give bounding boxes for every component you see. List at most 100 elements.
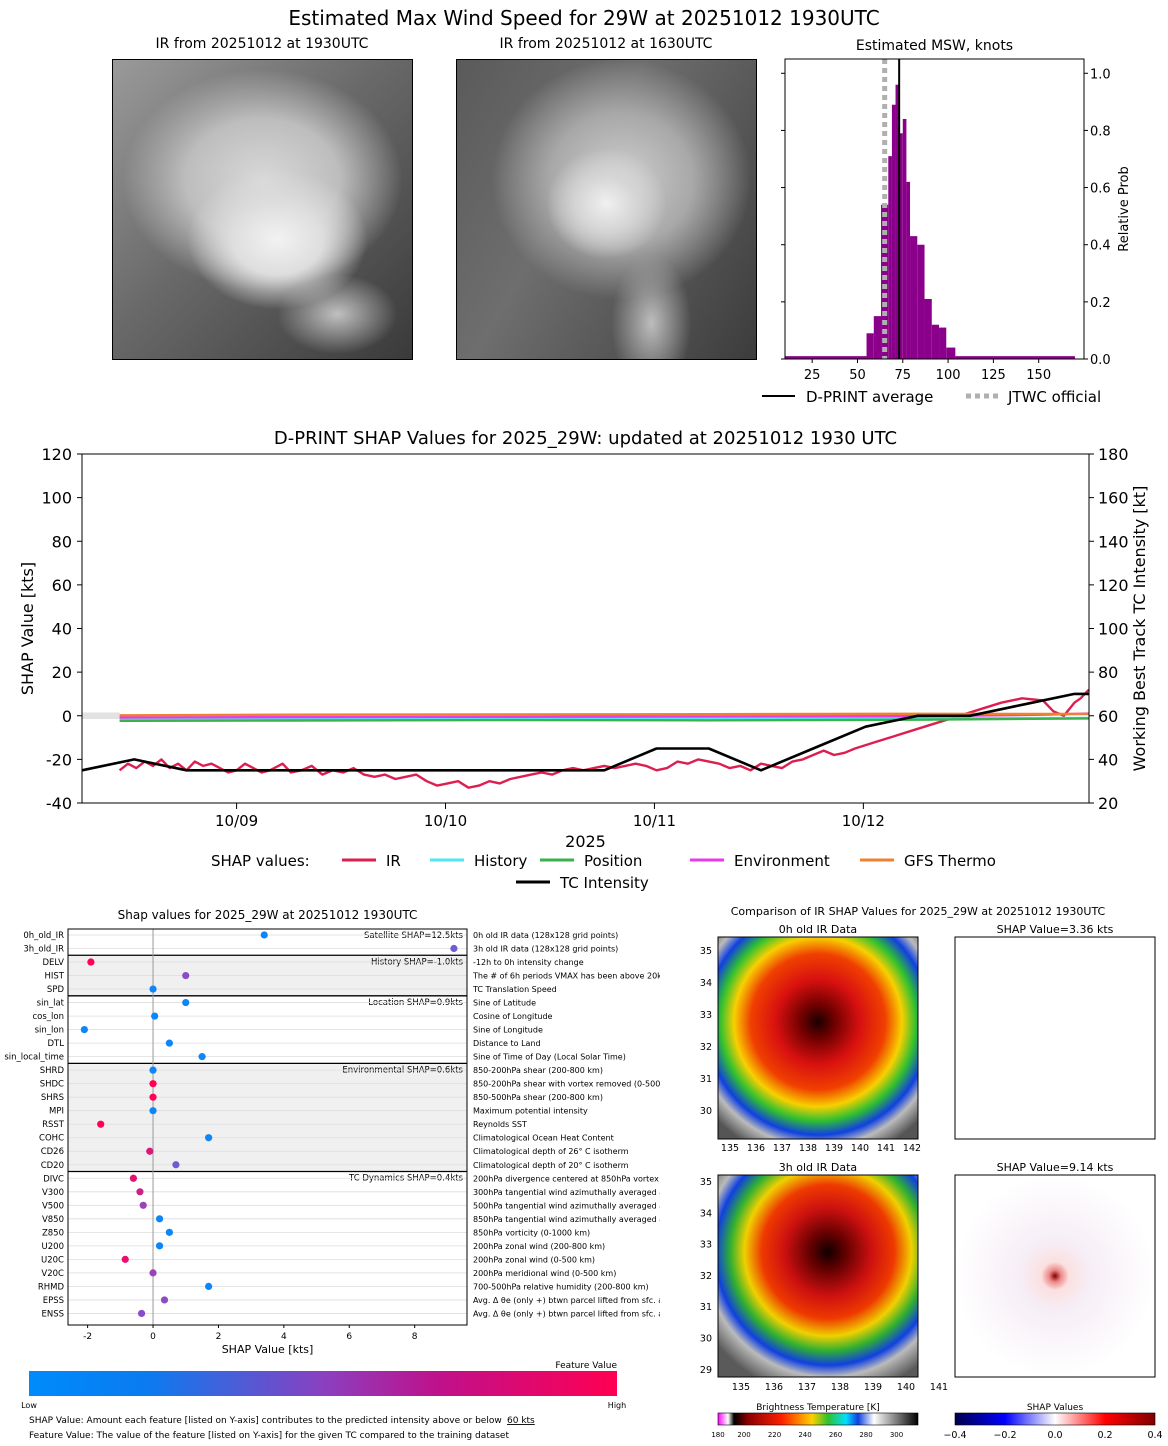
legend-label-dprint: D-PRINT average [806,388,933,406]
ir-now-title: IR from 20251012 at 1930UTC [155,36,369,52]
histogram-bar [873,316,882,359]
feature-name: 0h_old_IR [23,931,64,941]
comparison-title: Comparison of IR SHAP Values for 2025_29… [731,905,1106,918]
y2-tick-label: 180 [1098,445,1129,464]
y-tick-label: 40 [52,620,72,639]
histogram-bar [888,156,892,359]
feature-dot [129,1174,138,1182]
feature-name: V850 [42,1215,64,1225]
feature-description: 500hPa tangential wind azimuthally avera… [473,1201,660,1210]
x-tick-label: 10/09 [215,812,258,830]
feature-dot [149,1093,157,1101]
lat-tick-label: 29 [700,1365,712,1376]
feature-description: The # of 6h periods VMAX has been above … [472,972,660,981]
histogram-bar [955,356,1075,359]
feature-name: SPD [47,985,65,995]
feature-description: Sine of Latitude [473,999,536,1008]
feature-dot [149,1066,157,1074]
lon-tick-label: 142 [903,1143,921,1154]
group-band [68,929,467,956]
feature-name: RHMD [38,1282,65,1292]
lat-tick-label: 33 [700,1240,712,1251]
y-tick-label: 0.2 [1090,296,1111,311]
y-tick-label: 0.0 [1090,353,1111,368]
legend-label-jtwc: JTWC official [1007,388,1101,406]
series-line-ir [118,688,1090,789]
feature-description: Avg. Δ θe (only +) btwn parcel lifted fr… [473,1296,660,1305]
y-tick-label: 1.0 [1090,67,1111,82]
shap-cb-tick-label: 0.2 [1097,1430,1112,1441]
feature-dot [205,1134,213,1142]
histogram-bar [939,327,947,359]
ir-shap-comparison: Comparison of IR SHAP Values for 2025_29… [700,905,1163,1441]
x-tick-label: 75 [895,368,912,383]
ir-prev-image [456,59,757,360]
feature-name: SHDC [40,1080,64,1090]
lon-tick-label: 139 [864,1382,882,1393]
histogram-bar [899,133,903,359]
histogram-bar [902,119,907,359]
feature-dot [149,985,157,993]
feature-description: Sine of Longitude [473,1026,543,1035]
lat-tick-label: 31 [700,1302,712,1313]
footnote-shap-link: 60 kts [507,1416,535,1426]
feature-description: 0h old IR data (128x128 grid points) [473,931,618,940]
feature-description: Climatological depth of 26° C isotherm [473,1147,629,1156]
lon-tick-label: 140 [897,1382,915,1393]
bt-tick-label: 220 [768,1431,781,1439]
feature-dot [87,958,95,966]
feature-frame [67,928,468,1326]
x-tick-label: 125 [981,368,1006,383]
colorbar-title: Feature Value [555,1361,617,1371]
x-tick-label: 10/10 [424,812,467,830]
x-axis-label: 2025 [565,832,606,851]
x-tick-label: 0 [150,1332,156,1342]
feature-name: U20C [41,1255,64,1265]
feature-name: Z850 [42,1228,64,1238]
feature-dot [165,1039,173,1047]
lat-tick-label: 34 [700,1208,712,1219]
feature-name: EPSS [43,1296,64,1306]
y2-tick-label: 20 [1098,794,1118,813]
msw-histogram-chart: Estimated MSW, knots 25 50 75 100 125 150 0.0 0.… [762,38,1132,406]
feature-dot [146,1147,154,1155]
shap-colorbar [954,1412,1156,1426]
legend-label-environment: Environment [734,852,830,870]
zero-band [82,712,120,720]
feature-description: Sine of Time of Day (Local Solar Time) [473,1053,626,1062]
lon-tick-label: 141 [877,1143,895,1154]
y-tick-label: 80 [52,532,72,551]
feature-dot [182,971,190,980]
histogram-bar [785,356,867,359]
lon-tick-label: 135 [732,1382,750,1393]
feature-dot [149,1080,157,1088]
lon-tick-label: 137 [798,1382,816,1393]
ir-now-image [112,59,413,360]
y2-axis-label: Working Best Track TC Intensity [kt] [1130,486,1149,772]
y-tick-label: 60 [52,576,72,595]
bt-colorbar-title: Brightness Temperature [K] [756,1403,880,1413]
lon-tick-label: 139 [825,1143,843,1154]
shap-colorbar-title: SHAP Values [1027,1403,1084,1413]
ir-3h-panel [717,1174,919,1378]
feature-name: ENSS [41,1309,64,1319]
bt-tick-label: 280 [859,1431,872,1439]
feature-description: Distance to Land [473,1039,541,1048]
x-tick-label: 50 [849,368,866,383]
group-label: Satellite SHAP=12.5kts [364,931,464,941]
x-tick-label: 6 [346,1332,352,1342]
x-tick-label: 8 [412,1332,418,1342]
feature-dot [155,1215,164,1223]
feature-dot [165,1228,173,1236]
shap-cb-tick-label: −0.4 [943,1430,966,1441]
feature-dot [97,1120,105,1128]
feature-value-colorbar [29,1371,617,1396]
legend-title: SHAP values: [211,852,310,870]
feature-description: 200hPa zonal wind (200-800 km) [473,1242,605,1251]
feature-dot [182,998,190,1007]
feature-dot [155,1242,164,1250]
page-title: Estimated Max Wind Speed for 29W at 2025… [288,6,880,30]
ir-0h-panel [717,936,919,1140]
shap-0h-panel [954,936,1156,1140]
feature-description: 850hPa tangential wind azimuthally avera… [473,1215,660,1224]
